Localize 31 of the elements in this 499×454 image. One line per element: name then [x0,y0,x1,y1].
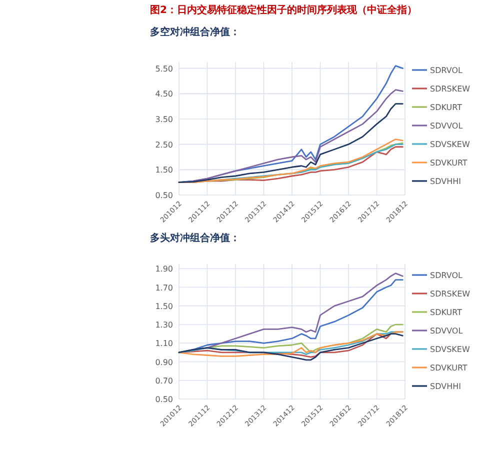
y-tick-label: 4.50 [155,90,173,99]
y-tick-label: 0.50 [155,191,173,200]
y-tick-label: 1.30 [155,320,173,330]
legend-label: SDKURT [430,308,462,317]
y-tick-label: 1.10 [155,339,173,348]
y-tick-label: 2.50 [155,140,173,150]
y-tick-label: 3.50 [155,115,173,124]
legend-label: SDRSKEW [430,290,470,298]
chart-subtitle: 多空对冲组合净值： [150,26,240,38]
y-tick-label: 1.50 [155,302,173,311]
y-tick-label: 1.90 [155,264,173,274]
legend-label: SDVVOL [430,326,464,336]
y-tick-label: 1.50 [155,166,173,175]
y-tick-label: 0.70 [155,376,173,386]
legend-label: SDVHHI [430,177,461,186]
y-tick-label: 0.50 [155,395,173,404]
legend-label: SDVVOL [430,122,464,130]
legend-label: SDVHHI [430,382,461,391]
legend-label: SDVKURT [430,158,468,168]
legend-label: SDRSKEW [430,84,470,94]
legend-label: SDVKURT [430,364,468,372]
legend-label: SDKURT [430,103,462,112]
y-tick-label: 1.70 [155,283,173,292]
legend-label: SDRVOL [430,66,463,75]
chart-title: 多头对冲组合净值： [150,232,240,244]
legend-label: SDRVOL [430,271,463,280]
y-tick-label: 0.90 [155,358,173,367]
legend-label: SDVSKEW [430,345,470,354]
y-tick-label: 5.50 [155,64,173,74]
chart-title: 图2：日内交易特征稳定性因子的时间序列表现（中证全指） [150,4,417,16]
legend-label: SDVSKEW [430,140,470,149]
